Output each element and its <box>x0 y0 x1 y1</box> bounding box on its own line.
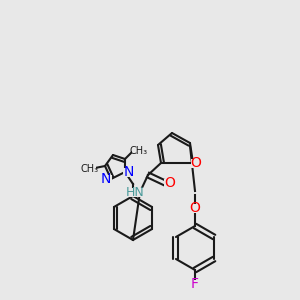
Bar <box>123 167 133 176</box>
Text: O: O <box>190 156 201 170</box>
Text: F: F <box>191 277 199 291</box>
Text: HN: HN <box>126 185 144 199</box>
Text: N: N <box>101 172 111 186</box>
Bar <box>164 178 174 188</box>
Bar <box>129 188 143 196</box>
Text: O: O <box>190 201 200 215</box>
Bar <box>84 164 96 172</box>
Text: O: O <box>165 176 176 190</box>
Bar <box>190 280 200 289</box>
Text: CH₃: CH₃ <box>81 164 99 174</box>
Bar <box>132 146 146 155</box>
Bar <box>191 158 201 167</box>
Bar <box>190 203 200 212</box>
Text: N: N <box>124 165 134 179</box>
Bar <box>102 175 112 184</box>
Text: CH₃: CH₃ <box>130 146 148 156</box>
